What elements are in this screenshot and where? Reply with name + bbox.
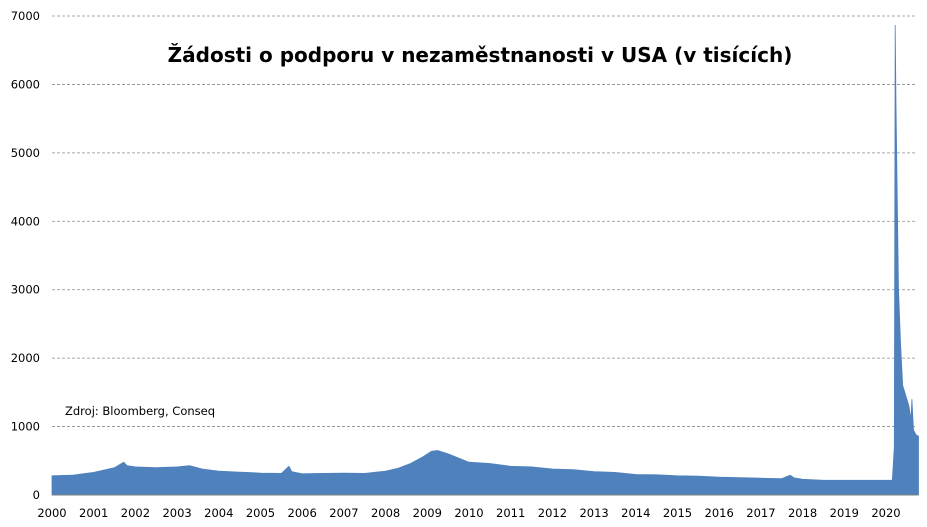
- x-tick-label: 2008: [371, 506, 400, 520]
- y-tick-label: 4000: [11, 214, 40, 228]
- x-tick-label: 2014: [621, 506, 650, 520]
- x-tick-label: 2020: [871, 506, 900, 520]
- x-tick-label: 2015: [663, 506, 692, 520]
- x-tick-label: 2004: [204, 506, 233, 520]
- x-tick-label: 2017: [746, 506, 775, 520]
- source-note: Zdroj: Bloomberg, Conseq: [65, 404, 215, 418]
- x-tick-label: 2016: [705, 506, 734, 520]
- x-tick-label: 2002: [121, 506, 150, 520]
- x-tick-label: 2006: [288, 506, 317, 520]
- y-tick-label: 5000: [11, 146, 40, 160]
- x-tick-label: 2003: [162, 506, 191, 520]
- y-tick-label: 7000: [11, 9, 40, 23]
- y-tick-label: 2000: [11, 351, 40, 365]
- x-tick-label: 2009: [413, 506, 442, 520]
- x-tick-label: 2012: [538, 506, 567, 520]
- gridlines: [52, 15, 917, 427]
- x-tick-label: 2011: [496, 506, 525, 520]
- y-tick-label: 1000: [11, 420, 40, 434]
- x-tick-labels: 2000 2001 2002 2003 2004 2005 2006 2007 2008 2009…: [37, 506, 900, 520]
- chart-title: Žádosti o podporu v nezaměstnanosti v US…: [168, 43, 793, 67]
- x-tick-label: 2005: [246, 506, 275, 520]
- x-tick-label: 2010: [454, 506, 483, 520]
- x-tick-label: 2001: [79, 506, 108, 520]
- x-tick-label: 2007: [329, 506, 358, 520]
- area-series: [51, 24, 919, 496]
- x-tick-label: 2019: [830, 506, 859, 520]
- y-tick-label: 6000: [11, 77, 40, 91]
- y-tick-label: 3000: [11, 283, 40, 297]
- x-tick-label: 2013: [579, 506, 608, 520]
- y-tick-label: 0: [33, 488, 40, 502]
- x-tick-label: 2000: [37, 506, 66, 520]
- x-tick-label: 2018: [788, 506, 817, 520]
- y-tick-labels: 0 1000 2000 3000 4000 5000 6000 7000: [11, 9, 40, 502]
